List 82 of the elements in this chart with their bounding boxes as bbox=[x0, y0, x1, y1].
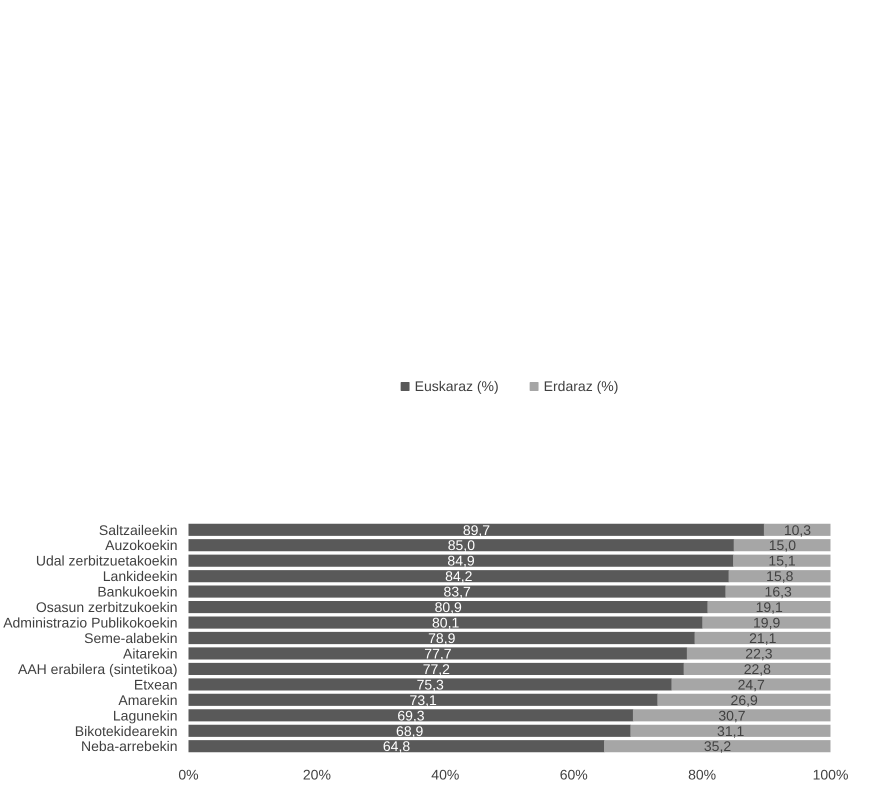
bar bbox=[725, 586, 830, 598]
bar bbox=[188, 740, 606, 752]
bar bbox=[188, 724, 632, 737]
data-label: 19,1 bbox=[756, 599, 784, 616]
y-tick-label: Lankideekin bbox=[102, 568, 178, 584]
bar bbox=[733, 554, 830, 567]
data-label: 73,1 bbox=[410, 692, 437, 708]
x-tick-label: 80% bbox=[688, 766, 716, 782]
x-tick-label: 40% bbox=[431, 766, 460, 782]
bar bbox=[728, 570, 830, 582]
bar bbox=[657, 694, 830, 706]
bar bbox=[694, 632, 830, 644]
data-label: 77,2 bbox=[422, 660, 450, 677]
y-tick-label: Bikotekidearekin bbox=[74, 722, 178, 739]
x-tick-label: 100% bbox=[812, 766, 848, 782]
bar bbox=[188, 694, 658, 706]
bar bbox=[671, 678, 830, 690]
data-label: 15,8 bbox=[766, 568, 794, 584]
data-label: 10,3 bbox=[784, 522, 812, 538]
data-label: 80,9 bbox=[434, 599, 462, 616]
bar bbox=[630, 724, 830, 737]
bar bbox=[684, 662, 830, 675]
data-label: 78,9 bbox=[428, 630, 456, 646]
data-label: 85,0 bbox=[448, 537, 476, 554]
bar bbox=[632, 709, 830, 722]
x-tick-label: 60% bbox=[560, 766, 588, 782]
data-label: 24,7 bbox=[738, 676, 766, 692]
data-label: 26,9 bbox=[730, 692, 758, 708]
bar bbox=[188, 662, 685, 675]
data-label: 16,3 bbox=[764, 584, 792, 600]
data-label: 64,8 bbox=[382, 738, 410, 754]
bar bbox=[188, 586, 726, 598]
bar bbox=[686, 647, 830, 660]
bar bbox=[188, 616, 704, 629]
bar bbox=[188, 709, 634, 722]
y-tick-label: Saltzaileekin bbox=[98, 522, 178, 538]
y-tick-label: Administrazio Publikokoekin bbox=[3, 614, 178, 631]
data-label: 30,7 bbox=[718, 707, 746, 724]
data-label: 69,3 bbox=[397, 707, 425, 724]
data-label: 84,9 bbox=[447, 552, 475, 569]
y-tick-label: Amarekin bbox=[118, 692, 178, 708]
y-tick-label: Bankukoekin bbox=[97, 584, 178, 600]
data-label: 77,7 bbox=[424, 645, 452, 662]
y-tick-label: Udal zerbitzuetakoekin bbox=[36, 552, 178, 569]
y-tick-label: Osasun zerbitzukoekin bbox=[36, 599, 178, 616]
y-tick-label: Lagunekin bbox=[112, 707, 178, 724]
y-tick-label: Neba-arrebekin bbox=[81, 738, 178, 754]
legend-label: Euskaraz (%) bbox=[414, 378, 499, 394]
bar bbox=[188, 678, 672, 690]
bar bbox=[702, 616, 830, 629]
bar bbox=[604, 740, 830, 752]
y-tick-label: AAH erabilera (sintetikoa) bbox=[18, 660, 178, 677]
bar bbox=[707, 601, 830, 614]
data-label: 35,2 bbox=[704, 738, 732, 754]
x-tick-label: 0% bbox=[178, 766, 199, 782]
legend-label: Erdaraz (%) bbox=[544, 378, 618, 394]
bar bbox=[188, 632, 696, 644]
y-tick-label: Auzokoekin bbox=[105, 537, 178, 554]
y-tick-label: Seme-alabekin bbox=[84, 630, 178, 646]
data-label: 80,1 bbox=[432, 614, 460, 631]
data-label: 22,3 bbox=[745, 645, 773, 662]
data-label: 21,1 bbox=[749, 630, 777, 646]
bar bbox=[188, 524, 765, 536]
data-label: 15,0 bbox=[768, 537, 796, 554]
data-label: 22,8 bbox=[744, 660, 772, 677]
data-label: 84,2 bbox=[445, 568, 473, 584]
data-label: 83,7 bbox=[444, 584, 472, 600]
bar bbox=[188, 570, 730, 582]
data-label: 75,3 bbox=[416, 676, 444, 692]
data-label: 15,1 bbox=[768, 552, 796, 569]
bar bbox=[188, 601, 708, 614]
data-label: 89,7 bbox=[462, 522, 490, 538]
y-tick-label: Etxean bbox=[134, 676, 178, 692]
bar bbox=[734, 539, 830, 552]
data-label: 68,9 bbox=[396, 722, 424, 739]
data-label: 31,1 bbox=[717, 722, 745, 739]
y-tick-label: Aitarekin bbox=[123, 645, 178, 662]
x-tick-label: 20% bbox=[302, 766, 331, 782]
data-label: 19,9 bbox=[752, 614, 780, 631]
bar bbox=[188, 539, 735, 552]
bar bbox=[188, 554, 734, 567]
bar bbox=[188, 647, 688, 660]
